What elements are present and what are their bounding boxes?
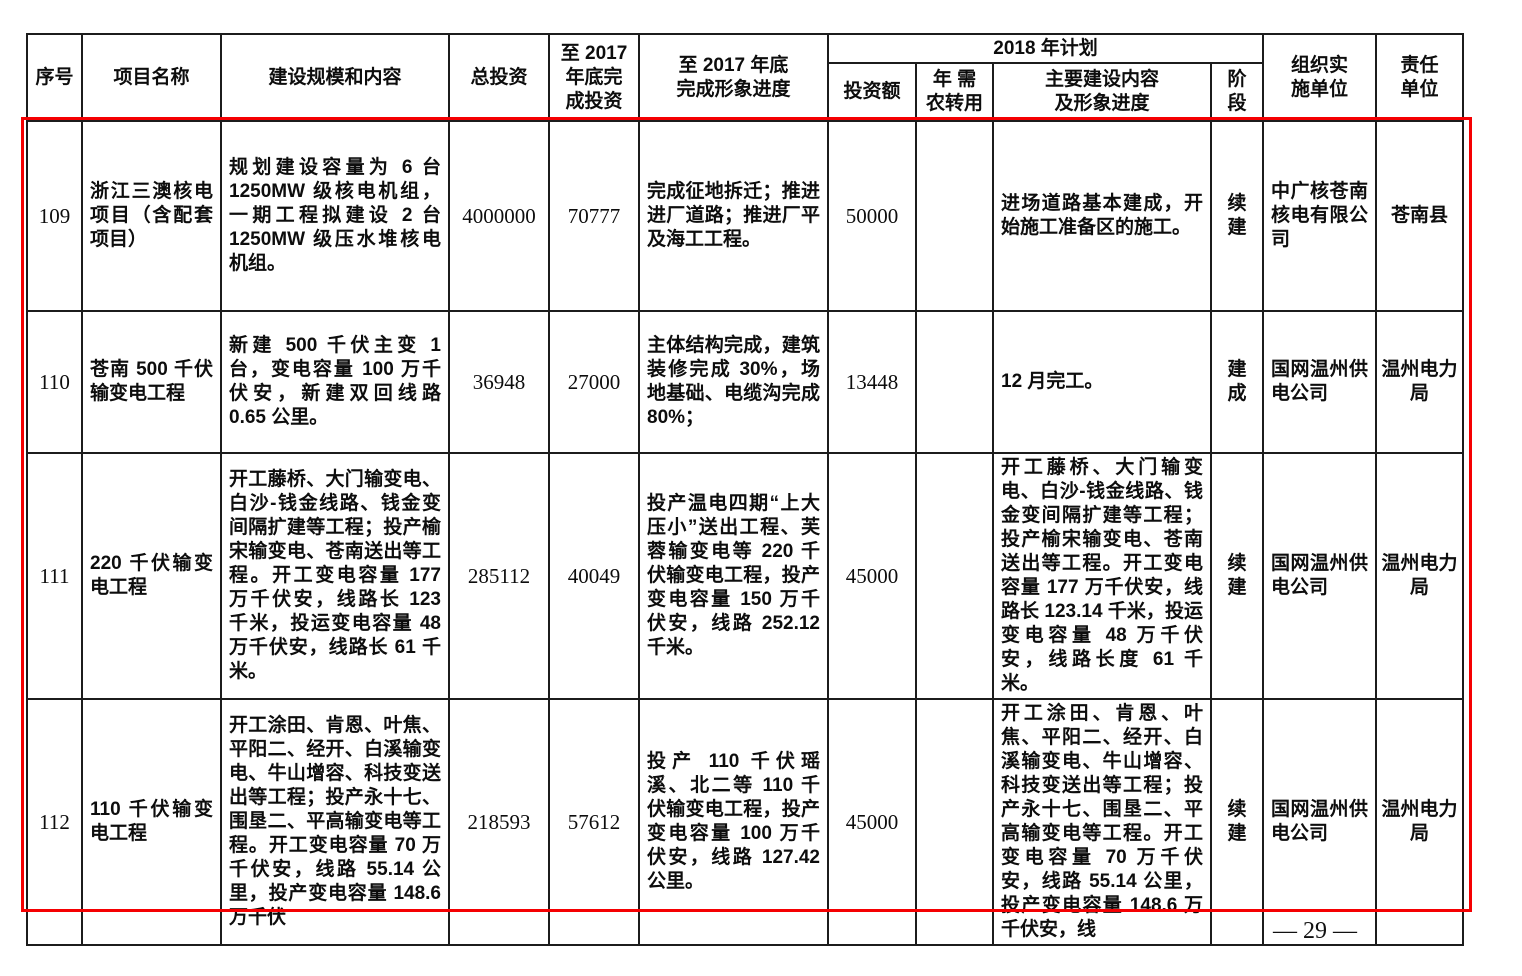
cell-stage: 续建 xyxy=(1209,698,1265,946)
cell-scale: 新建 500 千伏主变 1 台，变电容量 100 万千伏安，新建双回线路 0.6… xyxy=(220,310,450,454)
cell-resp-unit: 温州电力局 xyxy=(1375,452,1465,700)
cell-plan-investment: 45000 xyxy=(827,698,917,946)
cell-completed-investment: 57612 xyxy=(548,698,640,946)
cell-org-unit: 国网温州供电公司 xyxy=(1262,698,1378,946)
cell-stage: 建成 xyxy=(1209,310,1265,454)
col-header-org-unit: 组织实 施单位 xyxy=(1262,33,1378,122)
cell-progress-2017: 投产温电四期“上大压小”送出工程、芙蓉输变电等 220 千伏输变电工程，投产变电… xyxy=(638,452,829,700)
col-header-total-investment: 总投资 xyxy=(448,33,550,122)
cell-plan-investment: 13448 xyxy=(827,310,917,454)
cell-total-investment: 285112 xyxy=(448,452,550,700)
col-header-2018-content: 主要建设内容 及形象进度 xyxy=(992,62,1212,122)
cell-plan-content: 进场道路基本建成，开始施工准备区的施工。 xyxy=(992,120,1212,312)
table-row: 112 110 千伏输变电工程 开工涂田、肯恩、叶焦、平阳二、经开、白溪输变电、… xyxy=(26,698,1465,946)
col-header-project-name: 项目名称 xyxy=(81,33,222,122)
cell-project-name: 110 千伏输变电工程 xyxy=(81,698,222,946)
cell-completed-investment: 27000 xyxy=(548,310,640,454)
cell-project-name: 浙江三澳核电项目（含配套项目） xyxy=(81,120,222,312)
cell-resp-unit: 温州电力局 xyxy=(1375,698,1465,946)
cell-progress-2017: 完成征地拆迁；推进进厂道路；推进厂平及海工工程。 xyxy=(638,120,829,312)
projects-table: 序号 项目名称 建设规模和内容 总投资 至 2017 年底完 成投资 至 201… xyxy=(26,33,1465,946)
cell-total-investment: 4000000 xyxy=(448,120,550,312)
stage-value: 续建 xyxy=(1227,193,1247,238)
cell-index: 109 xyxy=(26,120,83,312)
cell-total-investment: 36948 xyxy=(448,310,550,454)
page-number: — 29 — xyxy=(1273,918,1357,944)
cell-index: 110 xyxy=(26,310,83,454)
cell-completed-investment: 70777 xyxy=(548,120,640,312)
cell-land-conversion xyxy=(915,120,994,312)
cell-progress-2017: 投产 110 千伏瑶溪、北二等 110 千伏输变电工程，投产变电容量 100 万… xyxy=(638,698,829,946)
cell-total-investment: 218593 xyxy=(448,698,550,946)
cell-resp-unit: 温州电力局 xyxy=(1375,310,1465,454)
table-row: 110 苍南 500 千伏输变电工程 新建 500 千伏主变 1 台，变电容量 … xyxy=(26,310,1465,454)
cell-land-conversion xyxy=(915,698,994,946)
cell-plan-investment: 50000 xyxy=(827,120,917,312)
cell-scale: 开工藤桥、大门输变电、白沙-钱金线路、钱金变间隔扩建等工程；投产榆宋输变电、苍南… xyxy=(220,452,450,700)
col-header-2018-land-conversion: 年 需 农转用 xyxy=(915,62,994,122)
cell-org-unit: 国网温州供电公司 xyxy=(1262,452,1378,700)
table-row: 111 220 千伏输变电工程 开工藤桥、大门输变电、白沙-钱金线路、钱金变间隔… xyxy=(26,452,1465,700)
cell-stage: 续建 xyxy=(1209,452,1265,700)
stage-value: 续建 xyxy=(1227,553,1247,598)
cell-land-conversion xyxy=(915,452,994,700)
cell-progress-2017: 主体结构完成，建筑装修完成 30%，场地基础、电缆沟完成 80%； xyxy=(638,310,829,454)
cell-plan-content: 开工涂田、肯恩、叶焦、平阳二、经开、白溪输变电、牛山增容、科技变送出等工程；投产… xyxy=(992,698,1212,946)
cell-plan-content: 12 月完工。 xyxy=(992,310,1212,454)
cell-project-name: 220 千伏输变电工程 xyxy=(81,452,222,700)
cell-land-conversion xyxy=(915,310,994,454)
col-header-2018-stage: 阶 段 xyxy=(1209,62,1265,122)
col-header-completed-investment: 至 2017 年底完 成投资 xyxy=(548,33,640,122)
cell-stage: 续建 xyxy=(1209,120,1265,312)
col-group-2018-plan: 2018 年计划 xyxy=(826,33,1265,64)
col-header-index: 序号 xyxy=(26,33,83,122)
cell-scale: 规划建设容量为 6 台 1250MW 级核电机组，一期工程拟建设 2 台 125… xyxy=(220,120,450,312)
stage-value: 续建 xyxy=(1227,799,1247,844)
cell-index: 111 xyxy=(26,452,83,700)
cell-plan-content: 开工藤桥、大门输变电、白沙-钱金线路、钱金变间隔扩建等工程；投产榆宋输变电、苍南… xyxy=(992,452,1212,700)
cell-project-name: 苍南 500 千伏输变电工程 xyxy=(81,310,222,454)
col-header-2018-investment: 投资额 xyxy=(827,62,917,122)
stage-value: 建成 xyxy=(1227,359,1247,404)
cell-scale: 开工涂田、肯恩、叶焦、平阳二、经开、白溪输变电、牛山增容、科技变送出等工程；投产… xyxy=(220,698,450,946)
cell-completed-investment: 40049 xyxy=(548,452,640,700)
col-header-progress-2017: 至 2017 年底 完成形象进度 xyxy=(638,33,829,122)
cell-plan-investment: 45000 xyxy=(827,452,917,700)
cell-index: 112 xyxy=(26,698,83,946)
cell-org-unit: 国网温州供电公司 xyxy=(1262,310,1378,454)
table-header: 序号 项目名称 建设规模和内容 总投资 至 2017 年底完 成投资 至 201… xyxy=(26,33,1465,122)
col-header-scale: 建设规模和内容 xyxy=(220,33,450,122)
cell-org-unit: 中广核苍南核电有限公司 xyxy=(1262,120,1378,312)
cell-resp-unit: 苍南县 xyxy=(1375,120,1465,312)
table-row: 109 浙江三澳核电项目（含配套项目） 规划建设容量为 6 台 1250MW 级… xyxy=(26,120,1465,312)
col-header-resp-unit: 责任 单位 xyxy=(1375,33,1465,122)
